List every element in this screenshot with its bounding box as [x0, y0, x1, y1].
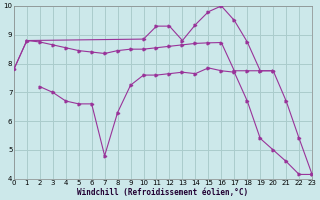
X-axis label: Windchill (Refroidissement éolien,°C): Windchill (Refroidissement éolien,°C) — [77, 188, 249, 197]
